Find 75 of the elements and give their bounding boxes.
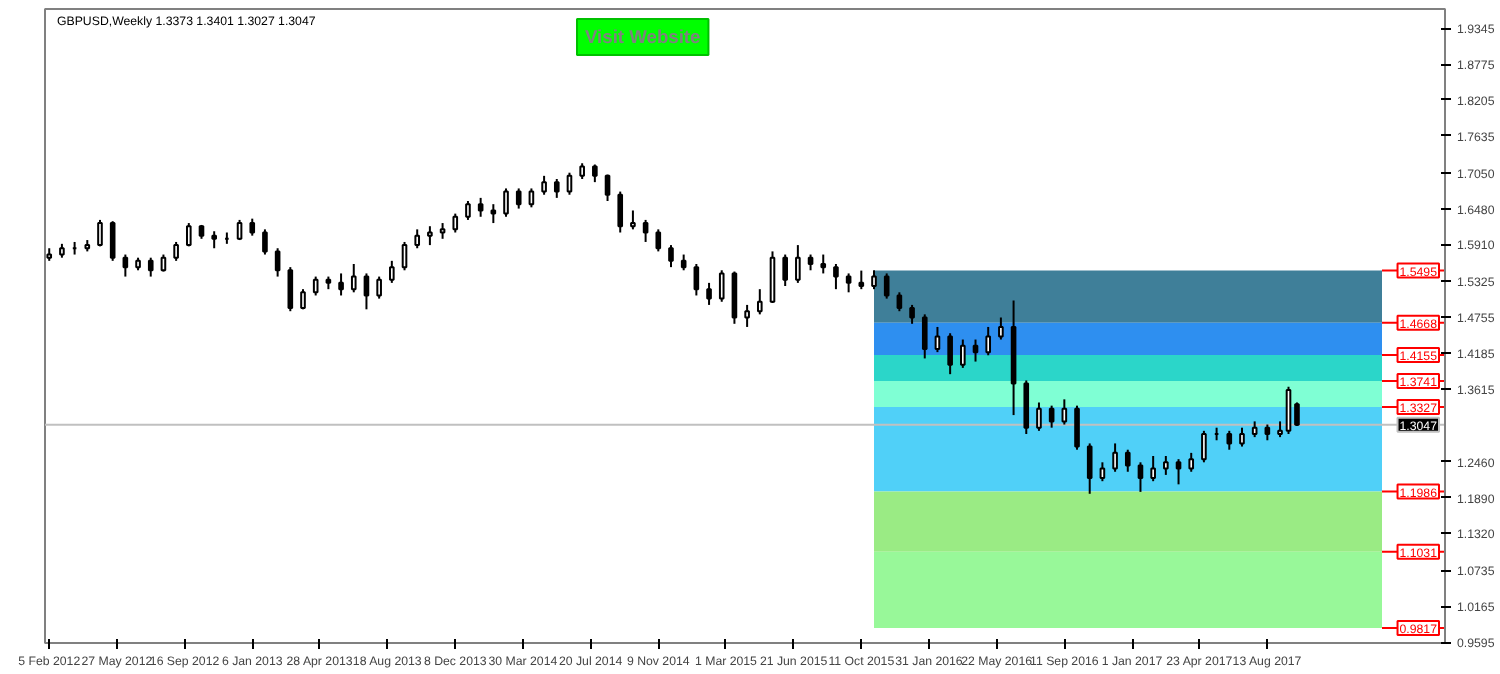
annotation: Visit Website — [585, 27, 701, 47]
candlestick — [1036, 401, 1042, 432]
candlestick — [756, 288, 763, 316]
candlestick — [947, 332, 953, 376]
candlestick — [782, 253, 788, 288]
candlestick — [490, 203, 497, 225]
candlestick — [401, 240, 408, 272]
candlestick — [1239, 426, 1245, 448]
candlestick — [668, 244, 674, 269]
candlestick — [706, 281, 712, 306]
candlestick — [1137, 461, 1144, 493]
candlestick — [1163, 455, 1169, 476]
candlestick — [909, 303, 915, 325]
candlestick — [427, 225, 433, 247]
candlestick — [833, 262, 839, 291]
candlestick — [960, 338, 966, 369]
candlestick — [312, 275, 319, 297]
candlestick — [1201, 429, 1207, 464]
candlestick — [1188, 451, 1195, 473]
candlestick — [642, 218, 649, 243]
candlestick — [1124, 448, 1131, 473]
candlestick — [795, 244, 801, 284]
candlestick — [122, 253, 129, 278]
candlestick — [97, 218, 103, 248]
candlestick — [1086, 442, 1093, 495]
candlestick — [896, 291, 903, 313]
candlestick — [477, 196, 484, 218]
candlestick — [985, 325, 992, 357]
candlestick — [147, 256, 154, 278]
candlestick — [541, 174, 547, 196]
candlestick — [604, 173, 611, 203]
candlestick — [274, 247, 281, 278]
candlestick — [350, 262, 357, 294]
candlestick — [883, 272, 890, 300]
candlestick — [1175, 458, 1182, 486]
candlestick — [871, 269, 877, 291]
candlestick — [287, 266, 294, 313]
candlestick — [858, 269, 865, 291]
candlestick — [173, 240, 179, 262]
candlestick — [1061, 398, 1068, 426]
candlestick — [503, 187, 509, 218]
candlestick — [998, 316, 1004, 341]
candlestick — [376, 275, 382, 300]
candlestick — [1112, 442, 1118, 473]
candlestick — [1099, 461, 1106, 483]
candlestick — [972, 338, 979, 363]
candlestick — [1226, 429, 1233, 451]
candlestick — [1285, 385, 1292, 435]
candlestick — [693, 262, 700, 297]
candlestick — [617, 190, 624, 234]
candlestick — [921, 313, 928, 360]
candlestick — [262, 228, 268, 256]
candlestick — [1150, 455, 1156, 483]
candlestick — [655, 228, 662, 253]
candlestick — [553, 177, 560, 199]
candlestick — [934, 325, 941, 354]
candlestick — [389, 259, 395, 284]
candlestick — [1023, 379, 1030, 435]
candlestick — [845, 272, 852, 294]
candlestick — [452, 212, 459, 234]
candlestick — [414, 228, 421, 250]
candlestick — [731, 270, 738, 325]
candlestick — [630, 209, 636, 231]
candlestick — [515, 187, 522, 210]
candlestick — [820, 253, 827, 275]
candlestick — [566, 171, 573, 196]
candlestick — [528, 187, 535, 209]
candlestick — [109, 220, 116, 262]
candlestick — [465, 200, 471, 221]
candlestick — [769, 250, 776, 305]
candlestick — [338, 272, 344, 297]
candlestick — [744, 303, 750, 328]
candlestick — [1048, 404, 1055, 429]
candlestick — [1074, 404, 1080, 451]
candlestick — [718, 269, 725, 303]
